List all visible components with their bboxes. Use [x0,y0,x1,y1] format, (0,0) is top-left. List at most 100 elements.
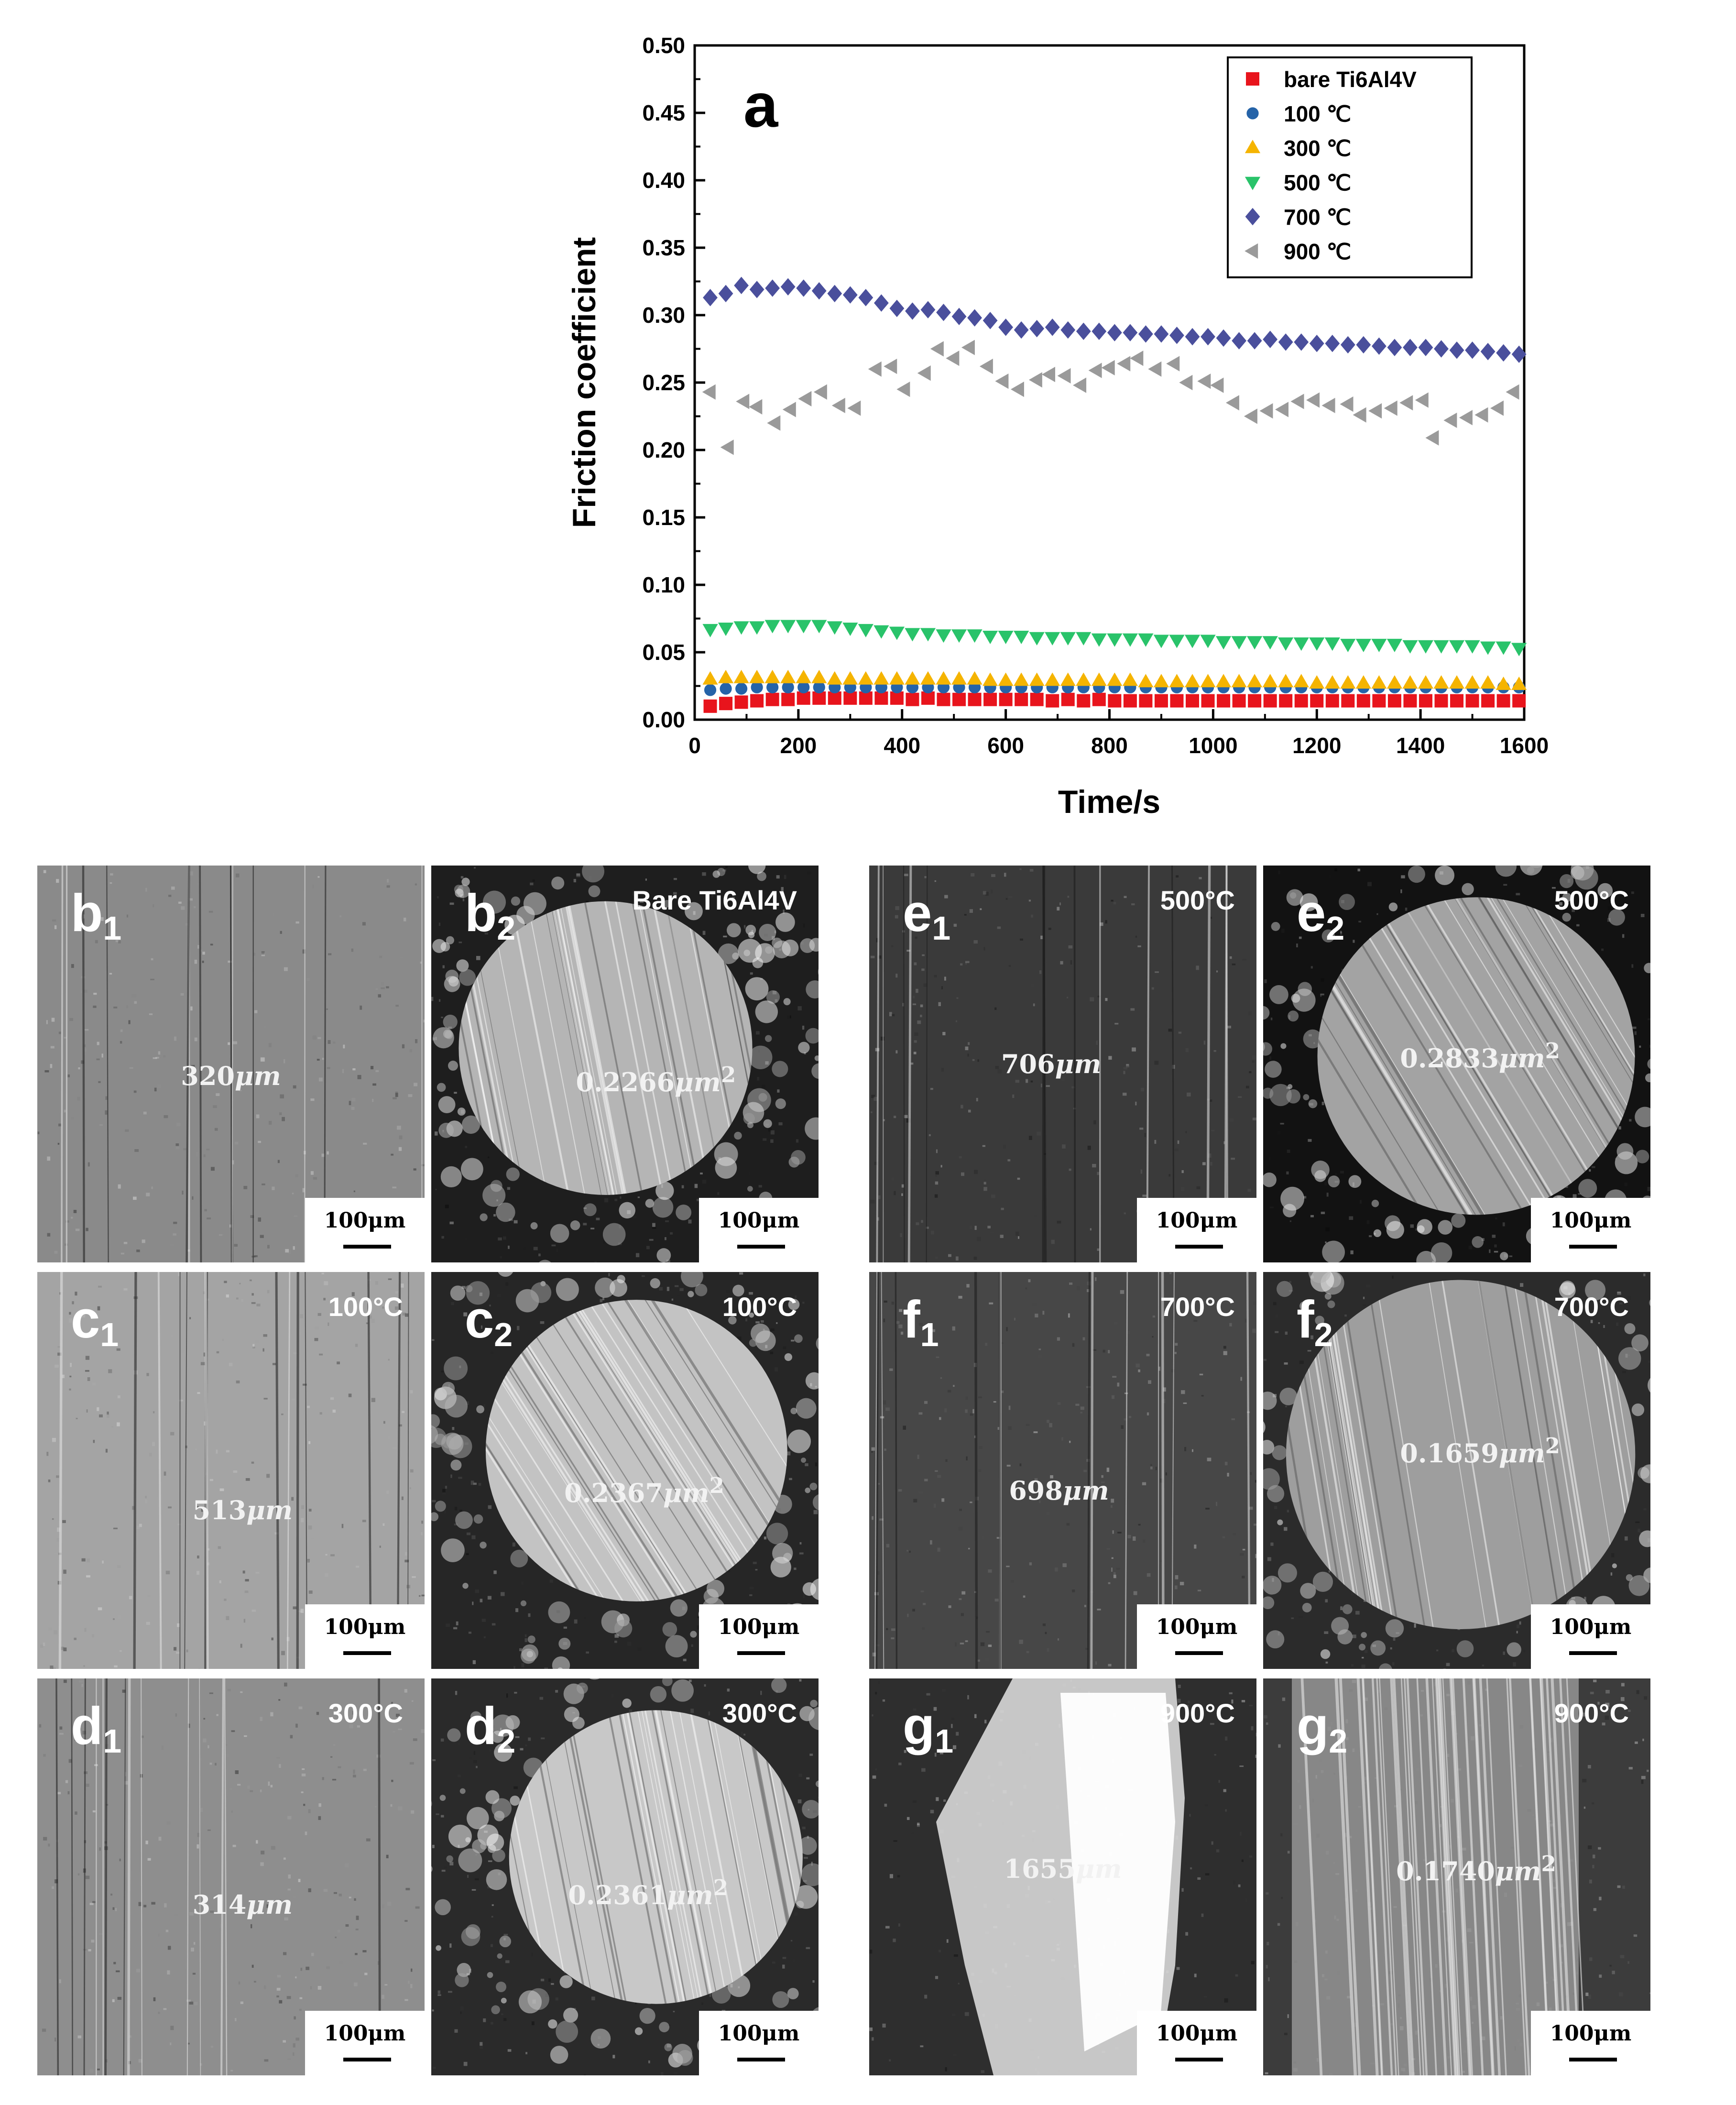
data-point [1060,632,1076,646]
data-point [1184,635,1201,648]
data-point [979,359,993,374]
panel-letter-subscript: 1 [920,1316,939,1353]
data-point [905,302,920,320]
data-point [718,285,733,303]
data-point [811,620,827,634]
panel-measurement: 314μm [193,1889,293,1920]
x-tick-label: 600 [987,733,1024,758]
data-point [1512,694,1526,708]
data-point [1310,694,1324,708]
data-point [1139,694,1153,708]
panel-label: b2 [465,887,515,945]
data-point [968,692,982,706]
measurement-unit: μm [1495,1856,1541,1887]
data-point [1325,335,1340,352]
data-point [780,278,796,296]
data-point [1294,333,1309,351]
measurement-unit: μm [1062,1475,1109,1506]
scale-bar-label: 100μm [718,1208,800,1233]
data-point [827,621,842,635]
scale-bar-label: 100μm [1156,2021,1238,2046]
scale-bar-line [1175,2058,1223,2061]
panel-label: d1 [71,1700,121,1758]
measurement-value: 0.1740 [1396,1856,1495,1887]
data-point [1368,403,1382,419]
data-point [1387,694,1401,708]
data-point [1231,636,1247,650]
data-point [1107,633,1123,647]
data-point [905,628,920,642]
measurement-value: 1655 [1004,1853,1076,1885]
data-point [842,671,858,685]
measurement-exponent: 2 [713,1875,728,1901]
data-point [1356,336,1371,354]
micrograph-texture [1263,1272,1650,1669]
micrograph-texture [1263,866,1650,1262]
data-point [1138,674,1154,688]
data-point [920,671,936,685]
data-point [995,373,1009,389]
data-point [920,628,936,642]
data-point [1415,392,1429,408]
data-point [1046,694,1059,708]
data-point [999,692,1013,706]
measurement-exponent: 2 [1541,1851,1556,1877]
data-point [1496,344,1511,362]
data-point [873,671,889,685]
data-point [1061,692,1075,706]
measurement-value: 706 [1001,1049,1055,1079]
x-axis: 0 200 400 600 800 1000 1200 1400 1600 [688,709,1549,758]
data-point [1403,339,1418,356]
panel-letter: f [1297,1290,1314,1349]
scale-bar-line [1569,1245,1617,1249]
measurement-exponent: 2 [721,1062,736,1088]
data-point [1217,694,1231,708]
scale-bar-label: 100μm [718,1615,800,1639]
data-point [1511,643,1527,657]
data-point [1275,402,1288,417]
data-point [930,341,944,357]
panel-letter-subscript: 2 [1326,910,1345,947]
data-point [1325,694,1339,708]
data-point [1355,675,1371,689]
data-point [1309,675,1325,689]
x-tick-label: 800 [1091,733,1128,758]
data-point [967,629,983,643]
data-point [1419,694,1432,708]
panel-label: f1 [903,1294,939,1353]
micrograph-e1: e1 500°C 706μm 100μm [869,866,1256,1262]
panel-temperature: 900°C [1160,1698,1235,1728]
friction-chart: 0.00 0.05 0.10 0.15 0.20 0.25 0.30 0.35 0.40 0.45… [566,33,1549,820]
panel-letter: b [71,884,103,943]
panel-temperature: Bare Ti6Al4V [632,885,797,915]
panel-letter: d [465,1697,497,1755]
data-point [936,304,951,321]
data-point [1384,400,1398,416]
data-point [1169,674,1185,688]
data-point [1402,640,1418,654]
data-point [1511,676,1527,690]
micrograph-c2: c2 100°C 0.2367μm2 100μm [431,1272,819,1669]
y-axis-label: Friction coefficient [566,237,602,528]
series-2 [702,669,1527,690]
data-point [1418,339,1433,356]
data-point [1433,640,1449,654]
data-point [1045,318,1060,336]
data-point [951,307,967,326]
x-tick-label: 1600 [1500,733,1549,758]
micrograph-c1: c1 100°C 513μm 100μm [37,1272,425,1669]
legend-label: bare Ti6Al4V [1284,67,1417,92]
micrograph-texture [871,1272,1256,1669]
data-point [781,692,795,706]
measurement-unit: μm [1498,1437,1545,1469]
panel-letter-subscript: 2 [497,1722,516,1760]
data-point [1014,672,1029,686]
data-point [1092,692,1106,706]
data-point [1148,361,1162,377]
data-point [1340,336,1355,354]
series-0 [703,691,1526,713]
measurement-unit: μm [235,1060,281,1091]
data-point [842,286,858,304]
data-point [921,691,935,705]
data-point [936,629,951,643]
